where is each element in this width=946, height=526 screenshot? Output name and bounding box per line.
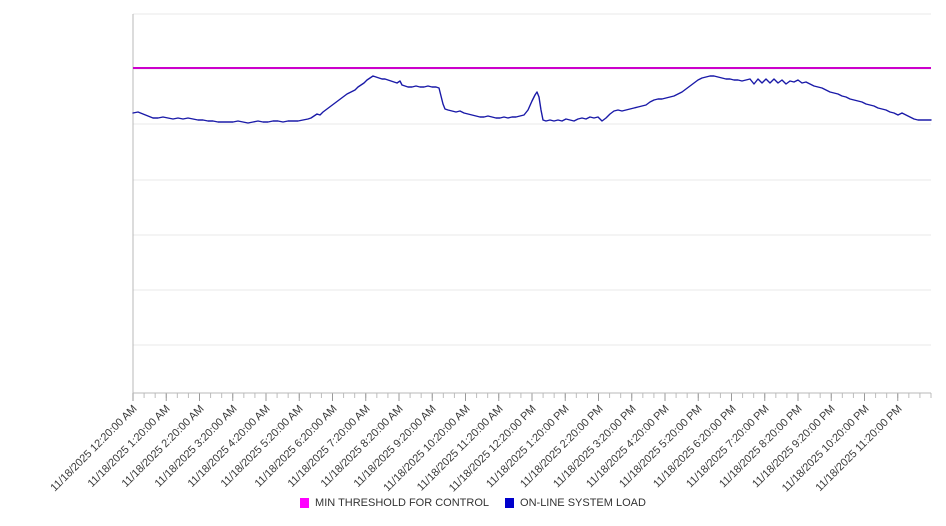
x-axis-major-ticks (132, 393, 899, 401)
legend-item-min-threshold[interactable]: MIN THRESHOLD FOR CONTROL (300, 497, 489, 509)
chart-legend: MIN THRESHOLD FOR CONTROL ON-LINE SYSTEM… (0, 497, 946, 509)
legend-item-online-system-load[interactable]: ON-LINE SYSTEM LOAD (505, 497, 646, 509)
online-system-load-line (132, 75, 932, 124)
gridlines (133, 13, 931, 346)
legend-label-min-threshold: MIN THRESHOLD FOR CONTROL (315, 497, 490, 509)
legend-label-online-system-load: ON-LINE SYSTEM LOAD (520, 497, 646, 509)
legend-swatch-online-system-load (505, 498, 515, 508)
legend-swatch-min-threshold (300, 498, 310, 508)
